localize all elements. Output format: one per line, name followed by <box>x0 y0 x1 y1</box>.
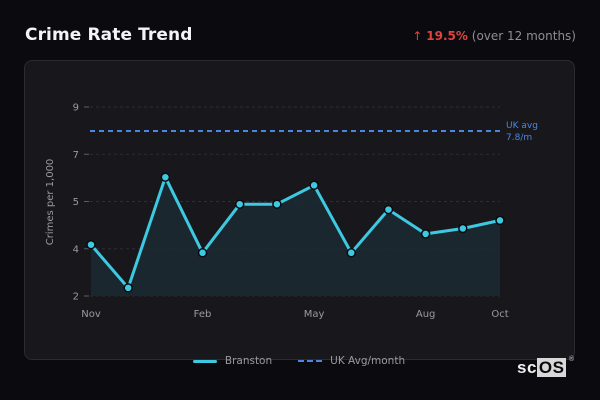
data-point[interactable] <box>160 172 171 182</box>
x-axis: Nov Feb May Aug Oct <box>81 309 508 320</box>
data-point[interactable] <box>383 204 394 215</box>
x-tick-label: Aug <box>416 309 436 320</box>
legend-item-uk-avg[interactable]: UK Avg/month <box>298 355 405 367</box>
data-point[interactable] <box>234 199 245 209</box>
solid-line-swatch <box>192 359 217 363</box>
legend-label: Branston <box>224 355 273 367</box>
up-arrow-icon: ↑ <box>412 29 423 43</box>
y-axis-label: Crimes per 1,000 <box>45 159 56 246</box>
logo-text: sc <box>517 358 537 377</box>
dashed-line-swatch <box>298 360 323 362</box>
data-point[interactable] <box>123 283 133 293</box>
x-tick-label: Nov <box>81 309 101 320</box>
uk-average-annotation: UK avg <box>506 121 538 131</box>
logo-text-highlight: OS <box>536 358 567 377</box>
legend-label: UK Avg/month <box>330 355 406 367</box>
data-point[interactable] <box>86 239 96 250</box>
uk-average-annotation-value: 7.8/m <box>506 133 532 143</box>
data-point[interactable] <box>420 229 431 239</box>
trend-change: ↑ 19.5% (over 12 months) <box>412 29 576 43</box>
y-axis: 2 4 5 7 9 <box>73 103 89 303</box>
x-tick-label: Oct <box>491 309 508 320</box>
y-tick-label: 5 <box>73 197 79 208</box>
data-point[interactable] <box>197 248 208 258</box>
data-points <box>86 172 505 293</box>
chart-title: Crime Rate Trend <box>25 25 193 45</box>
y-tick-label: 2 <box>73 292 79 303</box>
change-period: (over 12 months) <box>471 29 576 43</box>
data-point[interactable] <box>309 180 319 191</box>
legend-item-branston[interactable]: Branston <box>192 355 273 367</box>
data-point[interactable] <box>272 199 282 209</box>
x-tick-label: May <box>304 309 325 320</box>
y-tick-label: 4 <box>73 244 79 255</box>
data-point[interactable] <box>346 248 357 258</box>
legend: Branston UK Avg/month <box>0 355 599 367</box>
data-point[interactable] <box>458 223 468 234</box>
x-tick-label: Feb <box>194 309 212 320</box>
series-line-branston <box>89 175 501 290</box>
change-percent: 19.5% <box>426 29 468 43</box>
y-tick-label: 9 <box>73 103 79 114</box>
scos-logo: sc OS ® <box>517 356 574 378</box>
registered-mark: ® <box>569 356 575 363</box>
y-tick-label: 7 <box>73 150 79 161</box>
data-point[interactable] <box>495 215 505 226</box>
series-area <box>91 177 500 296</box>
